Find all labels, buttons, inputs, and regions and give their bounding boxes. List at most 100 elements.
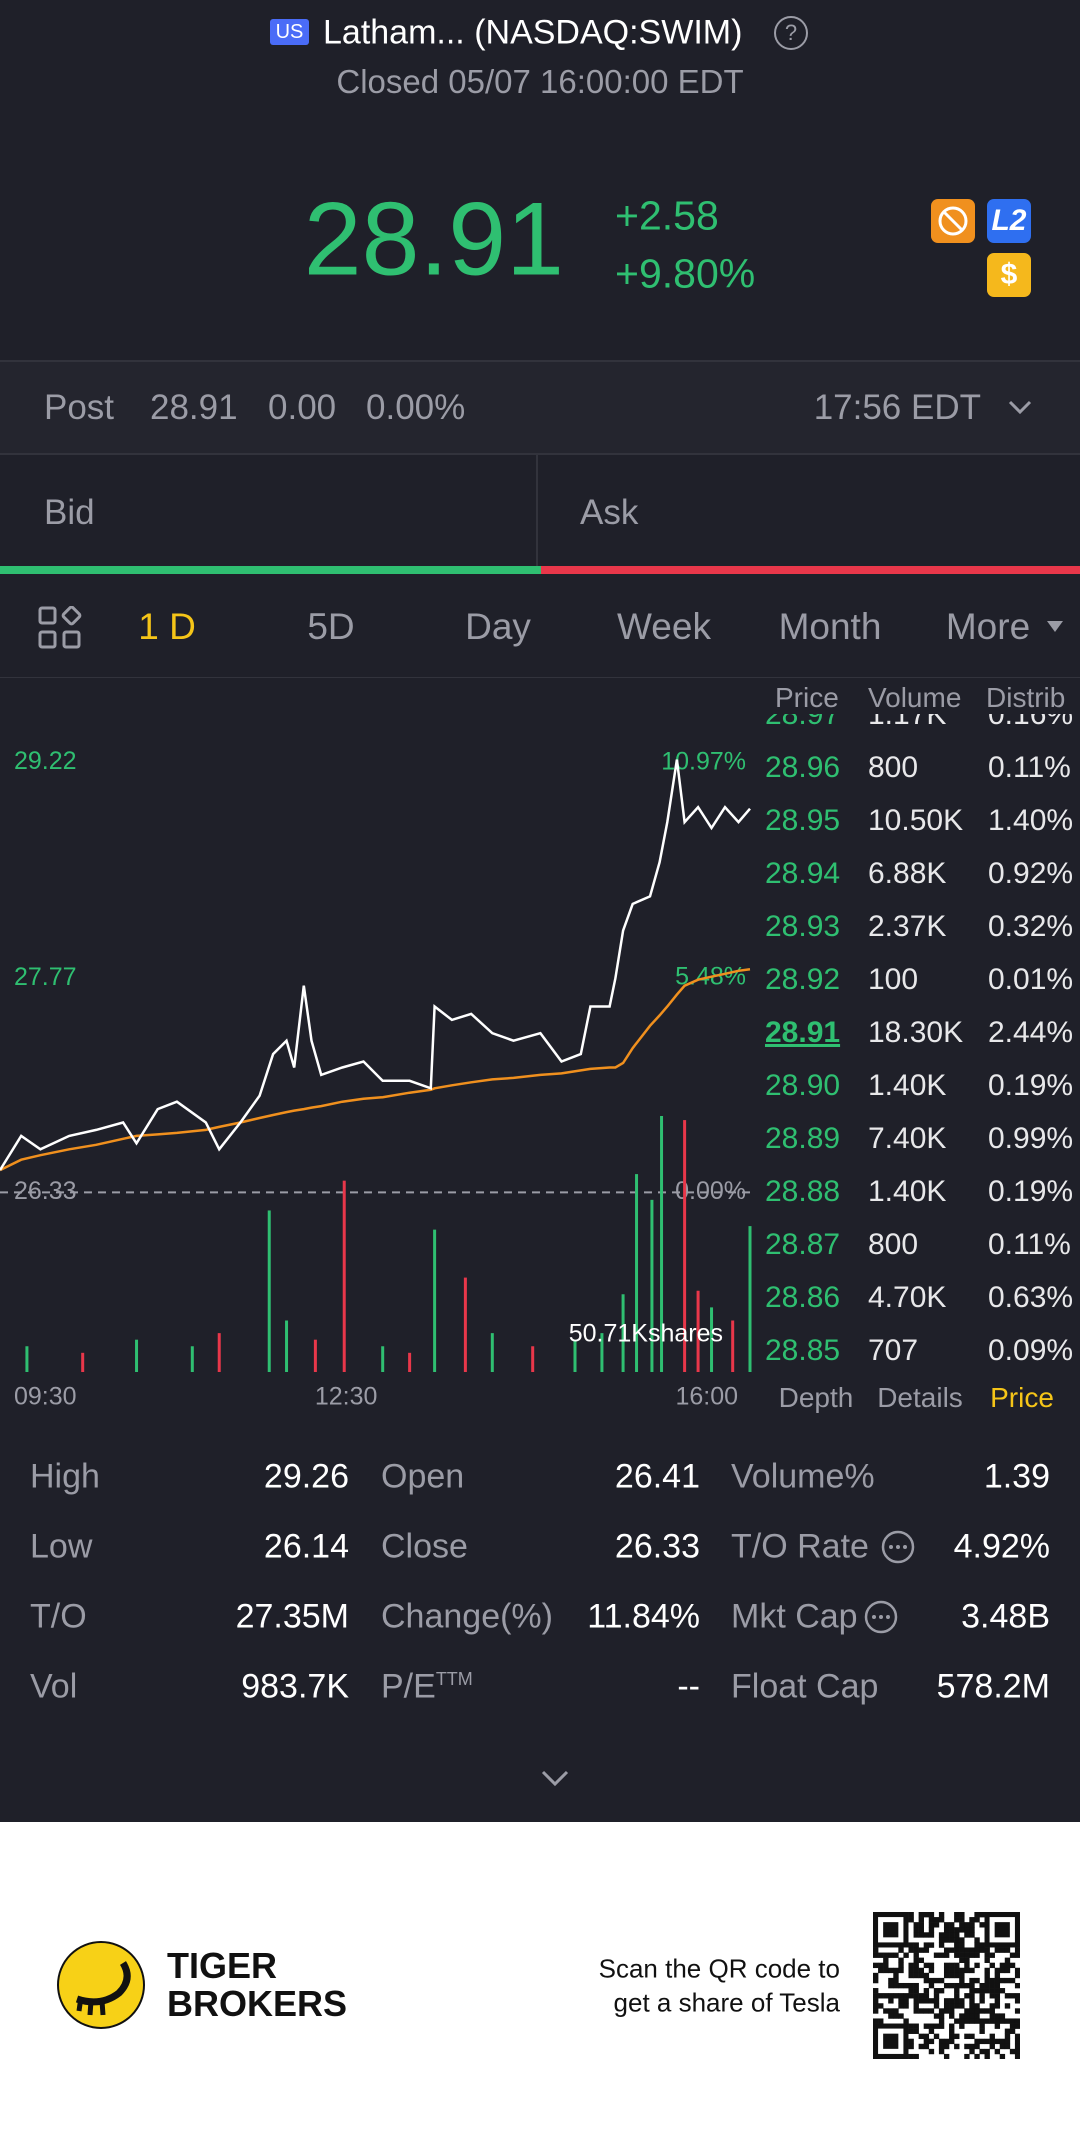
book-price: 28.86	[765, 1281, 841, 1314]
volume-bar	[731, 1320, 735, 1372]
y-tick-label: 26.33	[14, 1177, 77, 1205]
book-header: Volume	[868, 682, 962, 713]
book-volume: 100	[868, 963, 919, 996]
stat-value: 11.84%	[587, 1597, 700, 1636]
volume-bar	[313, 1339, 317, 1372]
post-label: Post	[44, 388, 115, 427]
stat-label: Open	[381, 1457, 465, 1496]
more-arrow[interactable]	[1046, 620, 1064, 634]
book-distrib: 0.19%	[988, 1069, 1074, 1102]
expand-chevron[interactable]	[540, 1768, 570, 1788]
post-change-pct: 0.00%	[366, 388, 466, 427]
y2-tick-label: 0.00%	[675, 1177, 746, 1205]
book-tab[interactable]: Details	[877, 1382, 963, 1413]
volume-bar	[650, 1199, 654, 1372]
book-header: Price	[775, 682, 839, 713]
post-chevron[interactable]	[1007, 398, 1033, 416]
stat-label: Close	[381, 1527, 468, 1566]
book-distrib: 2.44%	[988, 1016, 1074, 1049]
book-volume: 6.88K	[868, 857, 947, 890]
help-icon[interactable]: ?	[774, 16, 808, 50]
tab[interactable]: 1 D	[138, 606, 196, 647]
stat-value: 3.48B	[961, 1597, 1050, 1636]
stat-label: Low	[30, 1527, 93, 1566]
stat-value: 26.14	[263, 1527, 349, 1566]
book-distrib: 0.92%	[988, 857, 1074, 890]
book-volume: 1.40K	[868, 1175, 947, 1208]
brand-line: TIGER	[167, 1945, 278, 1986]
dollar-badge[interactable]: $	[987, 253, 1031, 297]
book-volume: 18.30K	[868, 1016, 964, 1049]
post-time: 17:56 EDT	[813, 388, 981, 427]
book-price: 28.90	[765, 1069, 841, 1102]
volume-bar	[490, 1333, 494, 1372]
info-icon[interactable]	[864, 1600, 898, 1634]
stat-label: High	[30, 1457, 100, 1496]
ask: Ask	[580, 493, 639, 532]
tab[interactable]: More	[945, 606, 1031, 647]
book-price: 28.95	[765, 804, 841, 837]
l2-badge[interactable]: L2	[987, 199, 1031, 243]
book-distrib: 0.01%	[988, 963, 1074, 996]
post-price: 28.91	[150, 388, 238, 427]
book-volume: 1.17K	[868, 712, 947, 731]
book-volume: 1.40K	[868, 1069, 947, 1102]
book-volume: 2.37K	[868, 910, 947, 943]
stat-label-sup: TTM	[435, 1669, 473, 1690]
book-price: 28.91	[765, 1016, 841, 1049]
tab[interactable]: Day	[465, 606, 531, 647]
layout-icon[interactable]	[38, 606, 82, 650]
stat-label: T/O	[30, 1597, 87, 1636]
book-volume: 800	[868, 1228, 919, 1261]
tab[interactable]: Month	[778, 606, 882, 647]
stat-value: 578.2M	[936, 1667, 1050, 1706]
book-tab[interactable]: Price	[990, 1382, 1054, 1413]
title: Latham... (NASDAQ:SWIM)	[323, 13, 743, 52]
stat-label: P/ETTM	[381, 1667, 473, 1706]
book-distrib: 0.09%	[988, 1334, 1074, 1362]
x-tick-label: 09:30	[14, 1383, 77, 1411]
stat-label: Float Cap	[731, 1667, 879, 1706]
promo-line: get a share of Tesla	[613, 1987, 840, 2018]
tab[interactable]: Week	[617, 606, 711, 647]
tiger-logo	[57, 1941, 145, 2029]
volume-bar	[710, 1307, 714, 1372]
book-volume: 7.40K	[868, 1122, 947, 1155]
volume-bar	[267, 1210, 271, 1372]
stat-value: 26.41	[614, 1457, 700, 1496]
divider	[536, 455, 538, 566]
volume-bar	[190, 1346, 194, 1372]
stat-value: 27.35M	[235, 1597, 349, 1636]
qr-code[interactable]	[873, 1912, 1020, 2059]
price-line	[0, 759, 751, 1171]
market-badge: US	[270, 19, 309, 45]
book-tab[interactable]: Depth	[778, 1382, 854, 1413]
book-volume: 707	[868, 1334, 919, 1362]
volume-bar	[696, 1290, 700, 1372]
status: Closed 05/07 16:00:00 EDT	[336, 63, 744, 100]
volume-bar	[408, 1352, 412, 1372]
book-distrib: 0.16%	[988, 712, 1074, 731]
divider	[0, 677, 1080, 678]
bid: Bid	[44, 493, 95, 532]
volume-bar	[25, 1346, 29, 1372]
volume-bar	[135, 1339, 139, 1372]
book-distrib: 0.63%	[988, 1281, 1074, 1314]
book-header: Distrib	[986, 682, 1066, 713]
stat-label: T/O Rate	[731, 1527, 869, 1566]
stat-label: Mkt Cap	[731, 1597, 858, 1636]
book-volume: 4.70K	[868, 1281, 947, 1314]
info-icon[interactable]	[881, 1530, 915, 1564]
book-price: 28.94	[765, 857, 841, 890]
stat-value: 26.33	[614, 1527, 700, 1566]
volume-bar	[573, 1339, 577, 1372]
book-distrib: 0.19%	[988, 1175, 1074, 1208]
orange-icon[interactable]	[931, 199, 975, 243]
volume-bar	[531, 1346, 535, 1372]
book-price: 28.88	[765, 1175, 841, 1208]
stat-value: 983.7K	[241, 1667, 349, 1706]
tab[interactable]: 5D	[307, 606, 355, 647]
volume-bar	[433, 1229, 437, 1372]
